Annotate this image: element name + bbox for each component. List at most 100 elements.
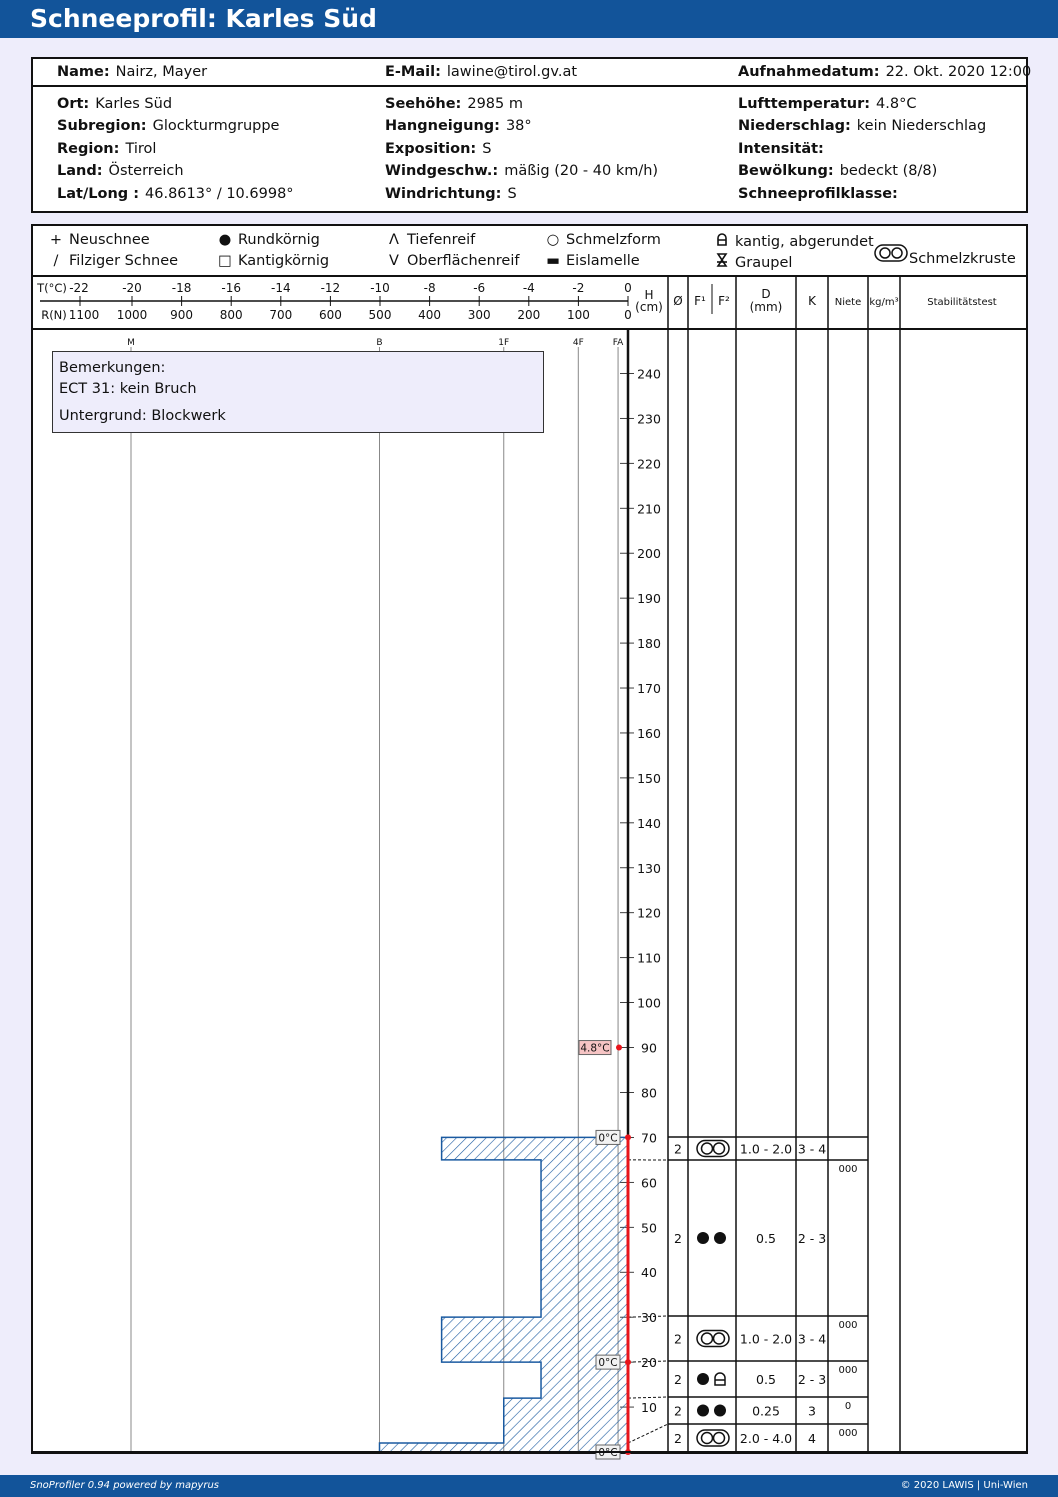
temperature-label-box	[578, 1040, 612, 1056]
niete-cell: 0	[845, 1401, 851, 1412]
diameter-cell: 2	[674, 1404, 682, 1419]
info-field: Bewölkung: bedeckt (8/8)	[738, 163, 938, 180]
remarks-title: Bemerkungen:	[59, 360, 166, 376]
height-tick-label: 110	[637, 951, 661, 966]
height-tick-label: 170	[637, 681, 661, 696]
height-tick-label: 70	[641, 1130, 657, 1145]
footer: SnoProfiler 0.94 powered by mapyrus © 20…	[0, 1475, 1058, 1497]
height-tick-label: 240	[637, 366, 661, 381]
niete-cell: 000	[838, 1320, 857, 1331]
temperature-tick: -20	[122, 281, 142, 295]
rundkoernig-icon	[714, 1404, 726, 1417]
grain-icon: ●	[218, 232, 232, 248]
column-header: kg/m³	[869, 297, 898, 308]
column-header: Niete	[835, 297, 861, 308]
remarks-line: Untergrund: Blockwerk	[59, 408, 226, 424]
temperature-point	[625, 1134, 631, 1141]
resistance-tick: 100	[567, 308, 590, 322]
info-field: Windrichtung: S	[385, 185, 517, 202]
height-tick-label: 80	[641, 1085, 657, 1100]
diameter-cell: 2	[674, 1332, 682, 1347]
schmelzkruste-icon	[700, 1332, 714, 1345]
resistance-tick: 0	[624, 308, 632, 322]
legend-item: kantig, abgerundet	[709, 232, 874, 250]
grain-size-cell: 0.5	[756, 1372, 776, 1387]
snow-layer-bar	[541, 1159, 628, 1318]
height-unit: (cm)	[635, 300, 663, 314]
graupel-icon	[709, 253, 735, 271]
observer-row: Name: Nairz, Mayer E-Mail: lawine@tirol.gv…	[33, 59, 1031, 87]
info-field: Niederschlag: kein Niederschlag	[738, 118, 987, 135]
info-field: Hangneigung: 38°	[385, 118, 532, 135]
diameter-cell: 2	[674, 1142, 682, 1157]
temperature-tick: -4	[523, 281, 535, 295]
legend-item: + Neuschnee	[43, 232, 150, 248]
layer-connector	[627, 1396, 669, 1399]
info-field: Schneeprofilklasse:	[738, 185, 898, 202]
hardness-class-cell: 3 - 4	[798, 1142, 826, 1157]
remarks-line: ECT 31: kein Bruch	[59, 381, 197, 397]
observation-date: Aufnahmedatum: 22. Okt. 2020 12:00	[738, 64, 1032, 80]
height-tick-label: 180	[637, 636, 661, 651]
profile-info-panel: Name: Nairz, Mayer E-Mail: lawine@tirol.gv…	[31, 57, 1031, 213]
height-tick-label: 10	[641, 1400, 657, 1415]
height-tick-label: 130	[637, 861, 661, 876]
height-tick-label: 100	[637, 996, 661, 1011]
remarks-box: Bemerkungen: ECT 31: kein Bruch Untergru…	[52, 351, 544, 433]
height-tick-label: 20	[641, 1355, 657, 1370]
height-tick-label: 30	[641, 1310, 657, 1325]
hardness-class-cell: 2 - 3	[798, 1372, 826, 1387]
temperature-tick: -8	[424, 281, 436, 295]
temperature-tick: 0	[624, 281, 632, 295]
info-field: Exposition: S	[385, 140, 492, 157]
temperature-tick: -16	[221, 281, 241, 295]
legend-item: Schmelzkruste	[873, 243, 1016, 267]
grain-icon: ▬	[546, 253, 560, 269]
resistance-tick: 1000	[117, 308, 148, 322]
niete-cell: 000	[838, 1428, 857, 1439]
niete-cell: 000	[838, 1365, 857, 1376]
resistance-tick: 200	[517, 308, 540, 322]
temperature-tick: -2	[572, 281, 584, 295]
diameter-cell: 2	[674, 1431, 682, 1446]
resistance-tick: 800	[220, 308, 243, 322]
temperature-tick: -18	[172, 281, 192, 295]
resistance-axis-label: R(N)	[41, 308, 67, 322]
grain-size-cell: 0.5	[756, 1231, 776, 1246]
hardness-class-cell: 4	[808, 1431, 816, 1446]
schmelzkruste-icon	[873, 243, 909, 267]
schmelzkruste-icon	[700, 1431, 714, 1445]
info-field: Land: Österreich	[57, 163, 184, 180]
info-field: Region: Tirol	[57, 140, 157, 157]
schmelzkruste-icon	[696, 1139, 730, 1158]
temperature-label: 0°C	[598, 1357, 617, 1369]
height-tick-label: 50	[641, 1220, 657, 1235]
layer-connector	[627, 1423, 669, 1444]
temperature-tick: -6	[473, 281, 485, 295]
hardness-mark-label: 1F	[498, 338, 509, 348]
column-header: D	[761, 287, 770, 301]
height-tick-label: 190	[637, 591, 661, 606]
legend-item: ● Rundkörnig	[212, 232, 320, 248]
resistance-tick: 300	[468, 308, 491, 322]
page-title: Schneeprofil: Karles Süd	[0, 0, 1058, 38]
layer-connector	[627, 1360, 669, 1363]
rundkoernig-icon	[697, 1373, 709, 1385]
legend-item: Graupel	[709, 253, 792, 271]
resistance-tick: 1100	[69, 308, 100, 322]
height-tick-label: 40	[641, 1265, 657, 1280]
footer-credit: SnoProfiler 0.94 powered by mapyrus	[30, 1480, 220, 1491]
info-field: Subregion: Glockturmgruppe	[57, 118, 280, 135]
info-field: Seehöhe: 2985 m	[385, 96, 523, 112]
temperature-label: 0°C	[598, 1132, 617, 1144]
hardness-mark-label: FA	[613, 338, 624, 348]
legend-item: ○ Schmelzform	[540, 232, 661, 248]
schmelzkruste-icon	[712, 1332, 726, 1345]
hardness-class-cell: 2 - 3	[798, 1231, 826, 1246]
snow-layer-bar	[441, 1137, 628, 1160]
resistance-tick: 500	[369, 308, 392, 322]
info-field: Ort: Karles Süd	[57, 96, 173, 112]
height-tick-label: 210	[637, 501, 661, 516]
grain-icon: □	[218, 253, 232, 269]
footer-copyright: © 2020 LAWIS | Uni-Wien	[900, 1480, 1028, 1491]
